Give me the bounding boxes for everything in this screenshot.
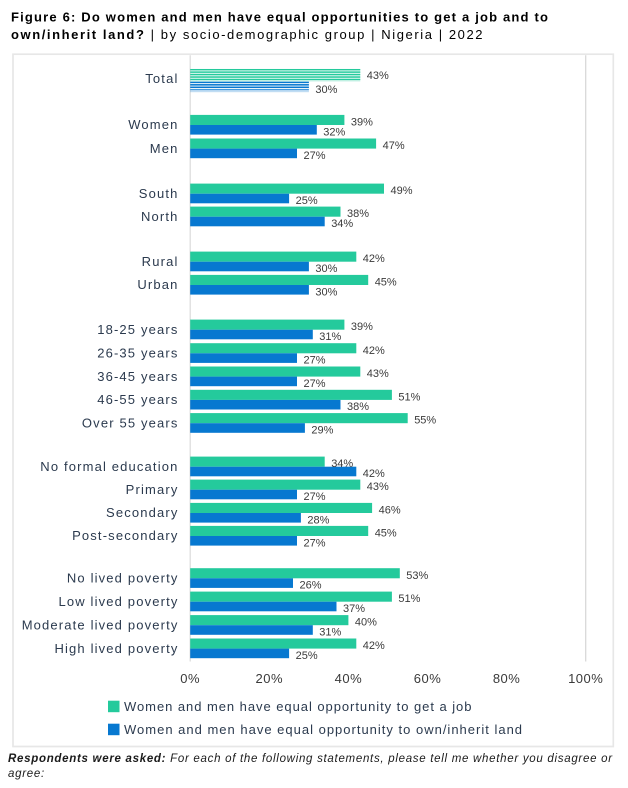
- svg-text:Respondents were asked: For ea: Respondents were asked: For each of the …: [8, 753, 613, 765]
- svg-text:own/inherit land? | by socio-d: own/inherit land? | by socio-demographic…: [11, 27, 484, 42]
- svg-text:18-25 years: 18-25 years: [97, 322, 178, 337]
- svg-text:Rural: Rural: [142, 254, 179, 269]
- svg-text:53%: 53%: [406, 570, 428, 582]
- svg-text:42%: 42%: [363, 468, 385, 480]
- svg-text:39%: 39%: [351, 321, 373, 333]
- svg-text:37%: 37%: [343, 603, 365, 615]
- svg-text:27%: 27%: [304, 491, 326, 503]
- svg-text:47%: 47%: [383, 140, 405, 152]
- svg-text:36-45 years: 36-45 years: [97, 369, 178, 384]
- svg-text:Women and men have equal oppor: Women and men have equal opportunity to …: [124, 722, 523, 737]
- svg-text:29%: 29%: [311, 425, 333, 437]
- svg-text:39%: 39%: [351, 117, 373, 129]
- svg-text:32%: 32%: [323, 126, 345, 138]
- svg-text:Low lived poverty: Low lived poverty: [59, 594, 179, 609]
- svg-text:South: South: [139, 186, 179, 201]
- svg-text:0%: 0%: [180, 671, 200, 686]
- svg-text:38%: 38%: [347, 401, 369, 413]
- svg-text:Over 55 years: Over 55 years: [82, 415, 179, 430]
- svg-text:60%: 60%: [414, 671, 442, 686]
- svg-text:31%: 31%: [319, 627, 341, 639]
- svg-text:Men: Men: [150, 141, 179, 156]
- svg-text:Total: Total: [145, 71, 178, 86]
- svg-text:45%: 45%: [375, 527, 397, 539]
- svg-text:43%: 43%: [367, 481, 389, 493]
- svg-text:43%: 43%: [367, 70, 389, 82]
- svg-text:Urban: Urban: [137, 277, 178, 292]
- svg-text:34%: 34%: [331, 458, 353, 470]
- svg-text:Secondary: Secondary: [106, 505, 179, 520]
- svg-text:42%: 42%: [363, 253, 385, 265]
- svg-text:49%: 49%: [391, 185, 413, 197]
- svg-text:27%: 27%: [304, 378, 326, 390]
- svg-text:Women: Women: [128, 117, 178, 132]
- svg-text:40%: 40%: [355, 617, 377, 629]
- svg-text:30%: 30%: [315, 84, 337, 96]
- svg-text:26%: 26%: [300, 580, 322, 592]
- svg-text:46-55 years: 46-55 years: [97, 392, 178, 407]
- svg-text:30%: 30%: [315, 263, 337, 275]
- svg-text:28%: 28%: [307, 514, 329, 526]
- svg-text:31%: 31%: [319, 331, 341, 343]
- svg-text:42%: 42%: [363, 345, 385, 357]
- svg-text:38%: 38%: [347, 208, 369, 220]
- svg-text:80%: 80%: [493, 671, 521, 686]
- svg-text:27%: 27%: [304, 355, 326, 367]
- svg-text:Post-secondary: Post-secondary: [72, 528, 178, 543]
- svg-text:42%: 42%: [363, 640, 385, 652]
- svg-text:25%: 25%: [296, 650, 318, 662]
- svg-text:100%: 100%: [568, 671, 603, 686]
- svg-text:30%: 30%: [315, 286, 337, 298]
- svg-text:26-35 years: 26-35 years: [97, 346, 178, 361]
- svg-text:51%: 51%: [398, 593, 420, 605]
- svg-text:Figure 6: Do women and men hav: Figure 6: Do women and men have equal op…: [11, 10, 549, 25]
- svg-text:Primary: Primary: [126, 482, 179, 497]
- svg-text:40%: 40%: [335, 671, 363, 686]
- svg-text:25%: 25%: [296, 195, 318, 207]
- svg-text:North: North: [141, 209, 179, 224]
- svg-text:No lived poverty: No lived poverty: [67, 571, 179, 586]
- svg-text:43%: 43%: [367, 368, 389, 380]
- svg-text:34%: 34%: [331, 218, 353, 230]
- svg-text:20%: 20%: [256, 671, 284, 686]
- svg-text:No formal education: No formal education: [40, 459, 178, 474]
- svg-text:High lived poverty: High lived poverty: [54, 641, 178, 656]
- svg-text:51%: 51%: [398, 391, 420, 403]
- svg-text:agree:: agree:: [8, 768, 45, 780]
- svg-text:45%: 45%: [375, 276, 397, 288]
- svg-text:46%: 46%: [379, 505, 401, 517]
- svg-text:55%: 55%: [414, 415, 436, 427]
- svg-text:Moderate lived poverty: Moderate lived poverty: [22, 617, 179, 632]
- svg-text:27%: 27%: [304, 150, 326, 162]
- svg-text:27%: 27%: [304, 537, 326, 549]
- svg-text:Women and men have equal oppor: Women and men have equal opportunity to …: [124, 699, 472, 714]
